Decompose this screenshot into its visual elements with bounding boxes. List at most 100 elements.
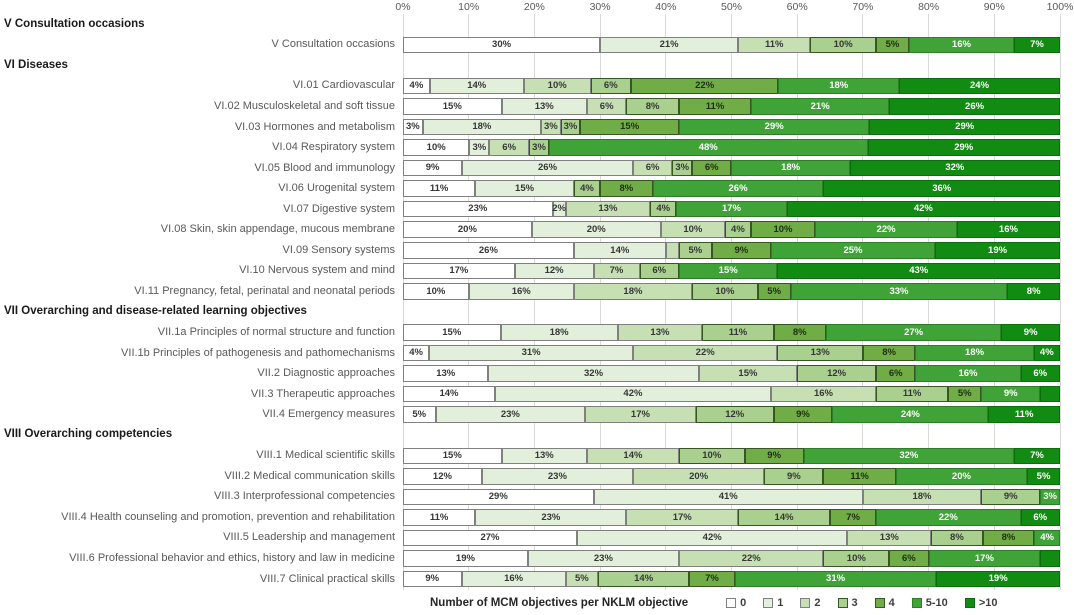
row-plot: 23% 2% 13% 4% 17% 42% [403,199,1060,220]
bar-segment: 3% [560,118,581,136]
bar-segment: 11% [403,180,476,197]
section-row: V Consultation occasions [0,14,1074,35]
bar-segment-label: 20% [457,223,477,235]
chart-row: VI.07 Digestive system 23% 2% 13% 4% 17% 42% [0,199,1074,220]
bar-segment-label: 8% [950,532,964,544]
bar-segment-label: 21% [810,100,830,112]
row-label: VIII.6 Professional behavior and ethics,… [69,551,395,564]
bar-segment-label: 6% [1033,511,1048,523]
row-plot: 27% 42% 13% 8% 8% 4% [403,528,1060,549]
stacked-bar: 11% 15% 4% 8% 26% 36% [403,180,1060,197]
bar-segment: 16% [956,221,1060,238]
stacked-bar: 27% 42% 13% 8% 8% 4% [403,529,1060,547]
row-label: VI.01 Cardiovascular [292,79,395,92]
bar-segment: 21% [600,36,739,54]
gridline [599,14,601,590]
chart-row: VIII.5 Leadership and management 27% 42% 13… [0,528,1074,549]
bar-segment-label: 10% [683,223,703,235]
chart-row: VIII.3 Interprofessional competencies 29%… [0,487,1074,508]
bar-segment-label: 31% [521,347,541,359]
row-label: VI.06 Urogenital system [278,182,395,195]
stacked-bar: 29% 41% 18% 9% 3% [403,488,1060,506]
bar-segment-label: 9% [734,244,749,256]
bar-segment-label: 9% [1003,388,1018,400]
bar-segment-label: 23% [541,511,561,523]
row-plot: 11% 15% 4% 8% 26% 36% [403,178,1060,199]
bar-segment: 23% [475,509,627,526]
row-label: VI.03 Hormones and metabolism [234,120,395,133]
bar-segment: 36% [823,180,1060,197]
bar-segment [665,242,679,259]
bar-segment-label: 15% [442,100,462,112]
bar-segment: 30% [403,36,601,54]
legend-item: 0 [726,597,746,609]
bar-segment: 8% [931,529,983,547]
bar-segment: 18% [500,324,618,341]
bar-segment-label: 42% [913,203,933,215]
row-plot: 30% 21% 11% 10% 5% 16% 7% [403,35,1060,56]
chart-row: VI.05 Blood and immunology 9% 26% 6% 3% 6% 18%… [0,158,1074,179]
bar-segment: 18% [915,344,1034,362]
legend-label: 3 [851,597,858,609]
bar-segment: 26% [462,159,633,177]
bar-segment-label: 18% [472,121,492,133]
bar-segment: 24% [832,406,989,423]
bar-segment: 5% [403,406,436,423]
bar-segment-label: 12% [725,408,745,420]
bar-segment: 43% [777,262,1060,280]
stacked-bar: 15% 18% 13% 11% 8% 27% 9% [403,324,1060,341]
bar-segment-label: 9% [787,470,801,482]
chart-row: VIII.4 Health counseling and promotion, … [0,507,1074,528]
bar-segment: 22% [815,221,957,238]
legend-item: 5-10 [911,597,948,609]
chart-row: VI.10 Nervous system and mind 17% 12% 7% 6% 1… [0,261,1074,282]
row-label: VIII.5 Leadership and management [223,531,395,544]
bar-segment-label: 11% [429,511,449,523]
row-plot: 4% 31% 22% 13% 8% 18% 4% [403,343,1060,364]
row-label: VIII.7 Clinical practical skills [259,572,395,585]
bar-segment: 22% [632,344,778,362]
row-label: V Consultation occasions [271,38,395,51]
stacked-bar: 10% 3% 6% 3% 48% 29% [403,139,1060,156]
bar-segment-label: 8% [792,326,807,338]
bar-segment: 41% [593,488,863,506]
chart-row: VII.3 Therapeutic approaches 14% 42% 16% 11%… [0,384,1074,405]
bar-segment: 29% [867,139,1060,156]
bar-segment-label: 3% [472,141,487,153]
stacked-bar: 26% 14% 5% 9% 25% 19% [403,242,1060,259]
section-plot-spacer [407,55,1060,76]
bar-segment: 22% [678,550,824,567]
bar-segment: 23% [527,550,679,567]
bar-segment-label: 20% [586,223,606,235]
bar-segment-label: 42% [623,388,643,400]
x-axis-tick-label: 70% [852,1,874,13]
bar-segment-label: 18% [912,491,932,503]
bar-segment: 19% [403,550,528,567]
row-plot: 3% 18% 3% 3% 15% 29% 29% [403,117,1060,138]
bar-segment-label: 15% [738,367,758,379]
bar-segment-label: 11% [1014,408,1034,420]
bar-segment: 7% [1013,447,1060,464]
bar-segment-label: 10% [547,80,567,92]
bar-segment: 26% [652,180,824,197]
row-label: VI.05 Blood and immunology [254,161,395,174]
legend-label: 2 [814,597,821,609]
bar-segment-label: 16% [813,388,833,400]
bar-segment-label: 6% [652,265,667,277]
row-label: VI.07 Digestive system [283,202,395,215]
bar-segment: 9% [764,468,824,485]
bar-segment-label: 11% [429,182,449,194]
x-axis: 0% 10% 20% 30% 40% 50% 60% 70% 80% 90% 100% [395,0,1073,14]
bar-segment-label: 23% [500,408,520,420]
bar-segment-label: 17% [449,265,469,277]
bar-segment-label: 18% [549,326,569,338]
bar-segment: 18% [731,159,850,177]
row-plot: 15% 13% 14% 10% 9% 32% 7% [403,445,1060,466]
bar-segment: 27% [825,324,1002,341]
bar-segment-label: 32% [899,450,919,461]
bar-segment-label: 24% [970,80,990,92]
row-label: VII.3 Therapeutic approaches [250,387,395,400]
section-header: V Consultation occasions [4,17,145,30]
row-label: VIII.3 Interprofessional competencies [214,490,395,503]
